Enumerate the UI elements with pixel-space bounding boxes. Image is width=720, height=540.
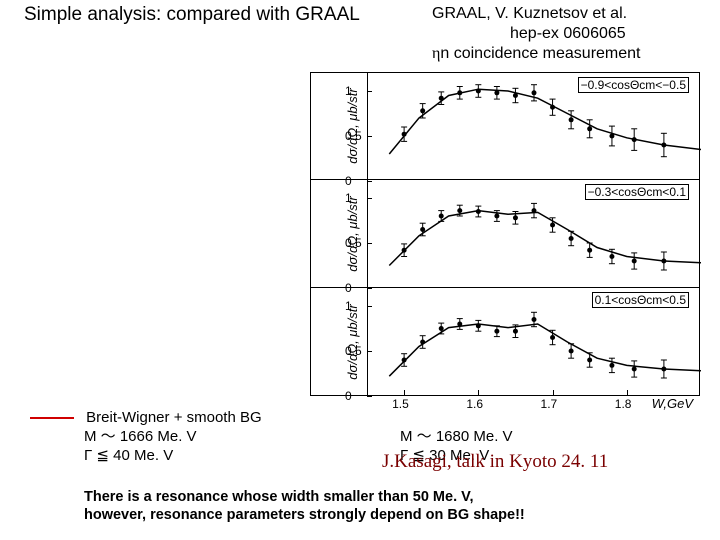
legend-block: Breit-Wigner + smooth BG M ～ 1666 Me. V … — [30, 409, 710, 524]
chart-panel: dσ/dΩ, μb/str−0.9<cosΘcm<−0.500.51 — [310, 72, 700, 180]
legend-left-col: M ～ 1666 Me. V Γ ≦ 40 Me. V — [84, 428, 197, 466]
data-point — [609, 254, 614, 259]
fit-curve — [389, 211, 701, 266]
data-point — [661, 259, 666, 264]
data-point — [439, 96, 444, 101]
data-point — [550, 335, 555, 340]
data-point — [632, 137, 637, 142]
data-point — [532, 90, 537, 95]
panel-svg — [367, 73, 701, 181]
chart-panel: dσ/dΩ, μb/str−0.3<cosΘcm<0.100.51 — [310, 180, 700, 288]
data-point — [476, 89, 481, 94]
chart-panel: dσ/dΩ, μb/str0.1<cosΘcm<0.500.511.51.61.… — [310, 288, 700, 396]
x-tick-mark — [478, 390, 479, 395]
data-point — [402, 132, 407, 137]
data-point — [457, 208, 462, 213]
data-point — [513, 215, 518, 220]
data-point — [609, 363, 614, 368]
data-point — [587, 248, 592, 253]
data-point — [587, 126, 592, 131]
data-point — [494, 214, 499, 219]
y-tick-label: 0.5 — [345, 344, 362, 358]
data-point — [494, 329, 499, 334]
x-tick-mark — [627, 390, 628, 395]
conclusion-2: however, resonance parameters strongly d… — [84, 506, 710, 524]
x-tick-mark — [404, 390, 405, 395]
y-axis-label: dσ/dΩ, μb/str — [345, 304, 360, 379]
fit-curve — [389, 89, 701, 154]
y-tick-label: 0.5 — [345, 129, 362, 143]
data-point — [587, 358, 592, 363]
data-point — [550, 223, 555, 228]
kasagi-ref: J.Kasagi, talk in Kyoto 24. 11 — [382, 450, 608, 474]
conclusion-1: There is a resonance whose width smaller… — [84, 488, 710, 506]
y-tick-label: 0 — [345, 389, 352, 403]
data-point — [609, 134, 614, 139]
citation: GRAAL, V. Kuznetsov et al. hep-ex 060606… — [432, 4, 640, 64]
legend-bw-label: Breit-Wigner + smooth BG — [86, 409, 261, 426]
title-text: Simple analysis: compared with GRAAL — [24, 4, 360, 25]
legend-row-bw: Breit-Wigner + smooth BG — [30, 409, 710, 428]
legend-left-M: M ～ 1666 Me. V — [84, 428, 197, 447]
data-point — [661, 367, 666, 372]
y-tick-label: 0.5 — [345, 236, 362, 250]
data-point — [632, 259, 637, 264]
y-tick-label: 1 — [345, 84, 352, 98]
y-tick-label: 1 — [345, 191, 352, 205]
panel-svg — [367, 288, 701, 396]
data-point — [476, 209, 481, 214]
data-point — [420, 340, 425, 345]
data-point — [569, 117, 574, 122]
citation-line2: hep-ex 0606065 — [432, 24, 640, 44]
data-point — [457, 90, 462, 95]
data-point — [494, 90, 499, 95]
data-point — [569, 349, 574, 354]
citation-line3: ηn coincidence measurement — [432, 44, 640, 64]
data-point — [550, 105, 555, 110]
citation-line3-rest: n coincidence measurement — [440, 45, 640, 62]
legend-right-M: M ～ 1680 Me. V — [400, 428, 513, 447]
legend-left-G: Γ ≦ 40 Me. V — [84, 447, 197, 466]
fit-curve — [389, 324, 701, 376]
data-point — [420, 227, 425, 232]
data-point — [402, 248, 407, 253]
y-tick-label: 1 — [345, 299, 352, 313]
data-point — [513, 329, 518, 334]
data-point — [420, 108, 425, 113]
data-point — [439, 214, 444, 219]
data-point — [532, 317, 537, 322]
data-point — [532, 208, 537, 213]
data-point — [439, 326, 444, 331]
data-point — [632, 367, 637, 372]
legend-red-line — [30, 417, 74, 419]
data-point — [661, 143, 666, 148]
citation-line1: GRAAL, V. Kuznetsov et al. — [432, 4, 640, 24]
data-point — [476, 323, 481, 328]
x-tick-mark — [553, 390, 554, 395]
y-axis-label: dσ/dΩ, μb/str — [345, 196, 360, 271]
chart-stack: dσ/dΩ, μb/str−0.9<cosΘcm<−0.500.51dσ/dΩ,… — [310, 72, 700, 422]
panel-svg — [367, 180, 701, 288]
data-point — [402, 358, 407, 363]
data-point — [513, 93, 518, 98]
y-axis-label: dσ/dΩ, μb/str — [345, 88, 360, 163]
data-point — [457, 322, 462, 327]
data-point — [569, 236, 574, 241]
